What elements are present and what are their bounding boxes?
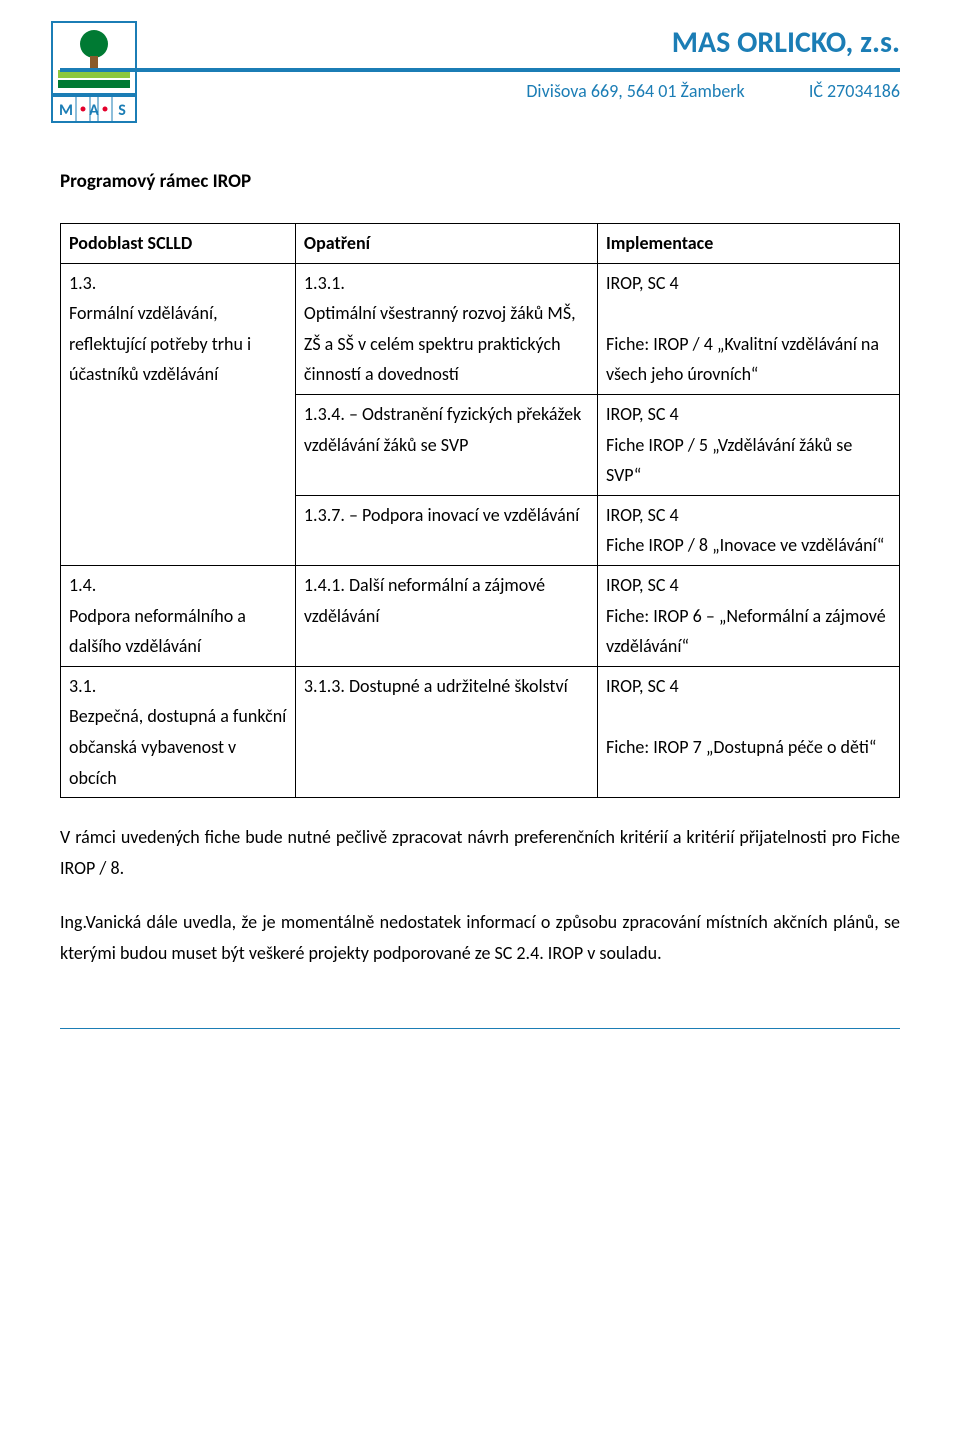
- header: M A S MAS ORLICKO, z.s. Divišova 669, 56…: [60, 20, 900, 130]
- section-title: Programový rámec IROP: [60, 170, 900, 193]
- cell-implementace: IROP, SC 4Fiche: IROP 7 „Dostupná péče o…: [597, 666, 899, 797]
- table-header-row: Podoblast SCLLD Opatření Implementace: [61, 224, 900, 264]
- org-ic: IČ 27034186: [809, 80, 900, 102]
- cell-opatreni: 1.3.7. – Podpora inovací ve vzdělávání: [295, 495, 597, 565]
- cell-opatreni: 1.3.4. – Odstranění fyzických překážek v…: [295, 394, 597, 495]
- page: M A S MAS ORLICKO, z.s. Divišova 669, 56…: [0, 0, 960, 1069]
- paragraph: V rámci uvedených fiche bude nutné pečli…: [60, 822, 900, 883]
- cell-podoblast: 3.1.Bezpečná, dostupná a funkční občansk…: [61, 666, 296, 797]
- cell-opatreni: 1.4.1. Další neformální a zájmové vzdělá…: [295, 565, 597, 666]
- cell-podoblast: 1.3.Formální vzdělávání, reflektující po…: [61, 263, 296, 565]
- program-table: Podoblast SCLLD Opatření Implementace 1.…: [60, 223, 900, 798]
- cell-implementace: IROP, SC 4Fiche: IROP 6 – „Neformální a …: [597, 565, 899, 666]
- col-header: Podoblast SCLLD: [61, 224, 296, 264]
- cell-podoblast: 1.4.Podpora neformálního a dalšího vzděl…: [61, 565, 296, 666]
- col-header: Implementace: [597, 224, 899, 264]
- table-row: 1.3.Formální vzdělávání, reflektující po…: [61, 263, 900, 394]
- org-address: Divišova 669, 564 01 Žamberk: [526, 80, 744, 102]
- header-subline: Divišova 669, 564 01 Žamberk IČ 27034186: [526, 80, 900, 102]
- cell-implementace: IROP, SC 4Fiche IROP / 5 „Vzdělávání žák…: [597, 394, 899, 495]
- paragraph: Ing.Vanická dále uvedla, že je momentáln…: [60, 907, 900, 968]
- header-rule: [60, 68, 900, 72]
- cell-opatreni: 3.1.3. Dostupné a udržitelné školství: [295, 666, 597, 797]
- cell-opatreni: 1.3.1.Optimální všestranný rozvoj žáků M…: [295, 263, 597, 394]
- org-logo: M A S: [50, 20, 138, 129]
- org-name: MAS ORLICKO, z.s.: [672, 24, 900, 61]
- cell-implementace: IROP, SC 4Fiche: IROP / 4 „Kvalitní vzdě…: [597, 263, 899, 394]
- col-header: Opatření: [295, 224, 597, 264]
- table-row: 3.1.Bezpečná, dostupná a funkční občansk…: [61, 666, 900, 797]
- svg-text:S: S: [118, 101, 126, 120]
- cell-implementace: IROP, SC 4Fiche IROP / 8 „Inovace ve vzd…: [597, 495, 899, 565]
- svg-text:M: M: [59, 101, 73, 120]
- table-row: 1.4.Podpora neformálního a dalšího vzděl…: [61, 565, 900, 666]
- footer-rule: [60, 1028, 900, 1029]
